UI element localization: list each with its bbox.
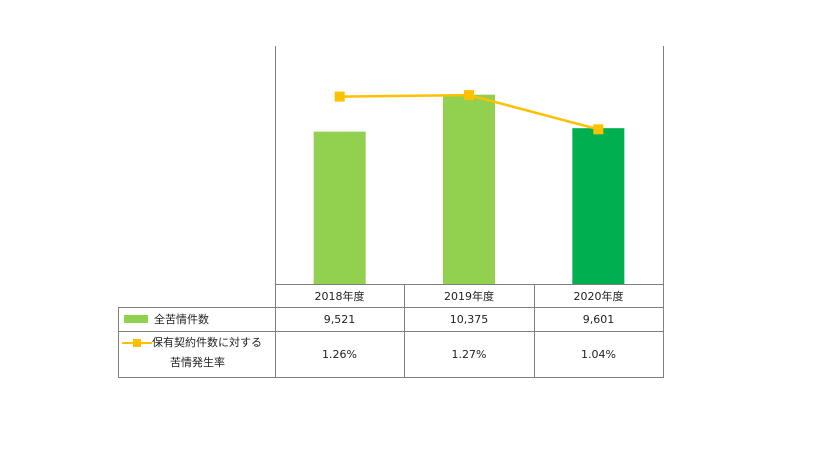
data-label: 1.27% [451,347,487,361]
bar [443,94,495,284]
line-point [334,91,345,102]
legend-line-swatch [122,338,152,348]
legend-bar-swatch [124,315,148,323]
plot-frame [118,46,664,378]
legend-label: 全苦情件数 [154,313,209,326]
legend-label: 苦情発生率 [170,356,225,369]
category-header: 2019年度 [444,289,494,303]
line-point [593,124,604,135]
data-label: 10,375 [449,312,489,326]
bar [313,131,366,284]
rate-line-group [334,90,604,135]
legend-rate: 保有契約件数に対する 苦情発生率 [118,331,275,377]
category-header: 2018年度 [314,289,365,303]
bars-group [313,94,625,284]
legend-label: 保有契約件数に対する [152,336,262,349]
data-label: 9,521 [323,312,356,326]
data-label: 1.26% [322,347,357,361]
line-point [464,90,474,101]
legend-complaints: 全苦情件数 [118,307,275,331]
category-header: 2020年度 [573,289,624,303]
legend-square-marker [133,339,141,347]
data-label: 9,601 [582,312,615,326]
bar [572,128,625,284]
data-label: 1.04% [581,347,616,361]
